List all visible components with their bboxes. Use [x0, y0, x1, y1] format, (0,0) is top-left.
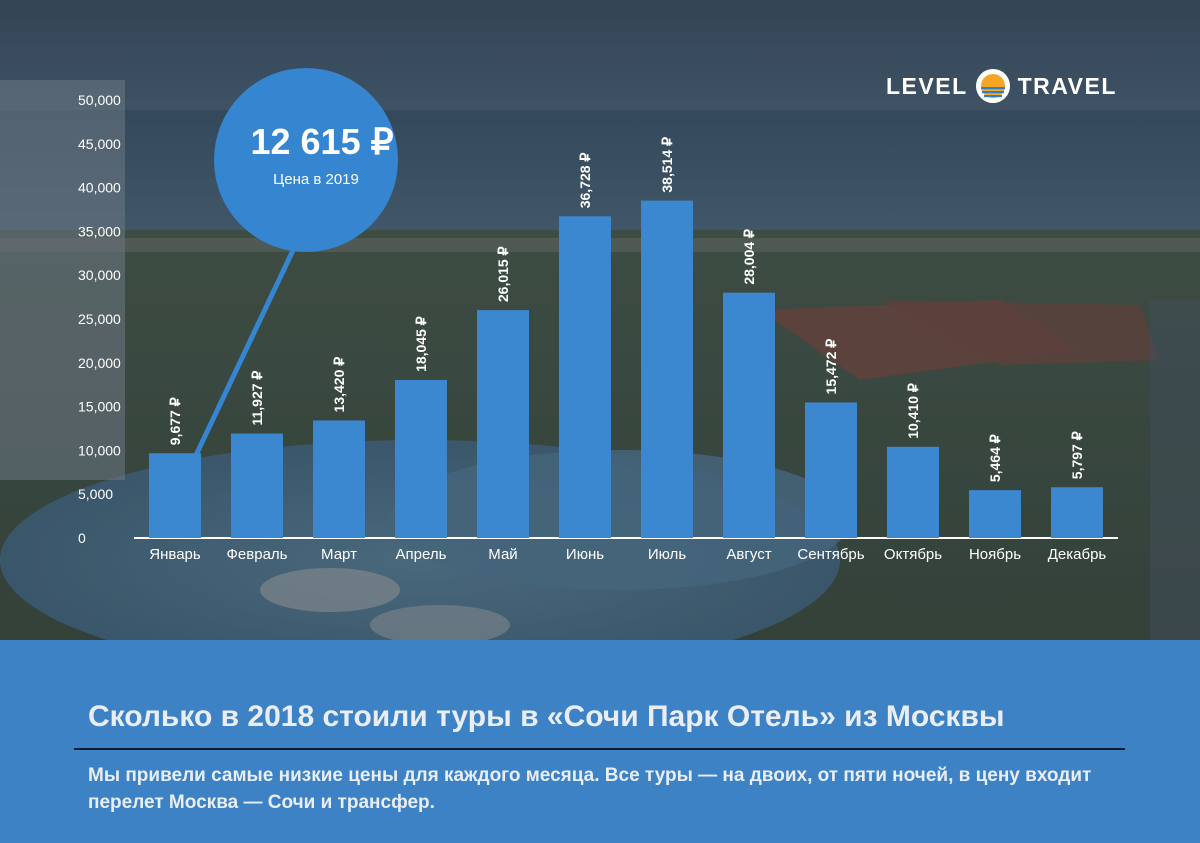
- x-tick-label: Апрель: [396, 546, 447, 563]
- bar: [395, 379, 447, 538]
- bar-value-label: 5,797 ₽: [1069, 431, 1085, 479]
- x-tick-label: Август: [726, 546, 771, 563]
- x-tick-label: Май: [488, 546, 517, 563]
- value-labels: 9,677 ₽ 11,927 ₽ 13,420 ₽ 18,045 ₽ 26,015 ₽ 3…: [167, 137, 1085, 482]
- bar: [1051, 487, 1103, 538]
- y-tick-label: 35,000: [78, 223, 121, 239]
- level-travel-logo: LEVEL TRAVEL: [886, 68, 1117, 104]
- y-tick-label: 0: [78, 530, 86, 546]
- y-tick-label: 20,000: [78, 355, 121, 371]
- x-tick-label: Ноябрь: [969, 546, 1021, 563]
- bar-value-label: 9,677 ₽: [167, 397, 183, 445]
- bars: [149, 200, 1103, 538]
- y-tick-label: 40,000: [78, 180, 121, 196]
- callout-line: [192, 241, 299, 460]
- y-tick-label: 25,000: [78, 311, 121, 327]
- page-title: Сколько в 2018 стоили туры в «Сочи Парк …: [88, 700, 1005, 733]
- callout-price: 12 615 ₽: [250, 121, 393, 162]
- bar: [887, 446, 939, 538]
- x-tick-label: Октябрь: [884, 546, 942, 563]
- y-tick-label: 15,000: [78, 399, 121, 415]
- bar-value-label: 26,015 ₽: [495, 246, 511, 302]
- x-tick-label: Декабрь: [1048, 546, 1107, 563]
- sun-over-sea-icon: [975, 69, 1010, 103]
- x-tick-label: Март: [321, 546, 357, 563]
- x-axis: Январь Февраль Март Апрель Май Июнь Июль Август…: [149, 546, 1106, 563]
- page-subtitle: Мы привели самые низкие цены для каждого…: [88, 765, 1092, 813]
- logo-word-level: LEVEL: [886, 72, 968, 99]
- resort-background-photo: [0, 0, 1200, 640]
- bar: [477, 310, 529, 538]
- bar: [313, 420, 365, 538]
- y-tick-label: 45,000: [78, 136, 121, 152]
- bar-value-label: 15,472 ₽: [823, 339, 839, 395]
- x-tick-label: Январь: [149, 546, 201, 563]
- bar-value-label: 28,004 ₽: [741, 229, 757, 285]
- x-tick-label: Июнь: [566, 546, 604, 563]
- logo-word-travel: TRAVEL: [1017, 72, 1117, 99]
- price-callout-bubble: 12 615 ₽ Цена в 2019: [214, 68, 398, 252]
- callout-caption: Цена в 2019: [273, 171, 359, 188]
- bar-value-label: 10,410 ₽: [905, 383, 921, 439]
- bar: [641, 200, 693, 538]
- y-tick-label: 5,000: [78, 486, 113, 502]
- x-tick-label: Июль: [648, 546, 686, 563]
- bar: [723, 292, 775, 538]
- title-divider: [74, 748, 1125, 750]
- bar-value-label: 11,927 ₽: [249, 371, 265, 426]
- info-panel: [0, 640, 1200, 843]
- bar: [149, 453, 201, 538]
- bar-value-label: 13,420 ₽: [331, 357, 347, 413]
- bar-value-label: 38,514 ₽: [659, 137, 675, 193]
- x-tick-label: Сентябрь: [797, 546, 864, 563]
- callout-circle: [214, 68, 398, 252]
- bar: [559, 216, 611, 538]
- bar: [805, 402, 857, 538]
- bar-value-label: 18,045 ₽: [413, 316, 429, 372]
- x-tick-label: Февраль: [227, 546, 288, 563]
- bar-value-label: 36,728 ₽: [577, 153, 593, 209]
- callout-connector: [192, 241, 299, 460]
- monthly-prices-bar-chart: 0 5,000 10,000 15,000 20,000 25,000 30,000 35,0…: [78, 68, 1118, 563]
- bar: [231, 433, 283, 538]
- y-axis: 0 5,000 10,000 15,000 20,000 25,000 30,000 35,0…: [78, 92, 121, 546]
- y-tick-label: 10,000: [78, 442, 121, 458]
- y-tick-label: 30,000: [78, 267, 121, 283]
- bar: [969, 490, 1021, 538]
- y-tick-label: 50,000: [78, 92, 121, 108]
- bar-value-label: 5,464 ₽: [987, 434, 1003, 482]
